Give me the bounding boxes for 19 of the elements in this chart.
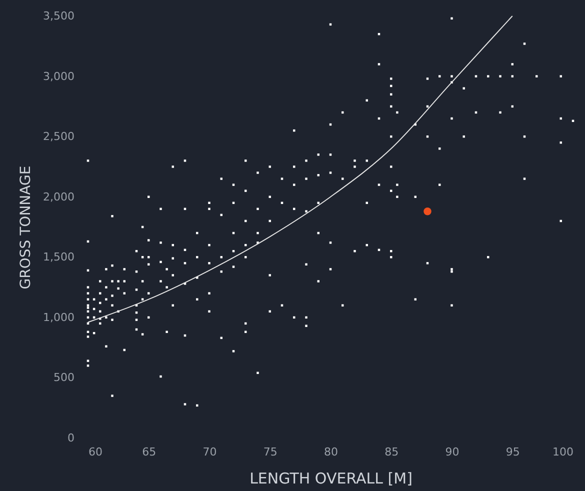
- y-tick-label: 2,500: [43, 130, 74, 144]
- y-tick-label: 1,000: [43, 310, 74, 324]
- y-tick-label: 2,000: [43, 190, 74, 204]
- y-tick-label: 500: [54, 371, 74, 384]
- y-tick-label: 0: [68, 432, 74, 444]
- x-tick-label: 95: [506, 446, 520, 458]
- y-tick-label: 3,000: [43, 70, 74, 83]
- x-tick-label: 100: [552, 446, 574, 458]
- x-tick-label: 70: [202, 446, 217, 458]
- x-axis-title: LENGTH OVERALL [M]: [250, 470, 412, 488]
- x-tick-label: 60: [88, 446, 102, 458]
- y-tick-label: 1,500: [43, 250, 74, 264]
- x-tick-label: 80: [324, 446, 338, 458]
- x-tick-label: 65: [142, 446, 156, 458]
- x-tick-label: 75: [263, 446, 278, 458]
- x-tick-label: 90: [445, 446, 460, 458]
- y-axis-title: GROSS TONNAGE: [18, 166, 34, 290]
- x-tick-label: 85: [384, 446, 399, 458]
- y-tick-label: 3,500: [43, 10, 74, 22]
